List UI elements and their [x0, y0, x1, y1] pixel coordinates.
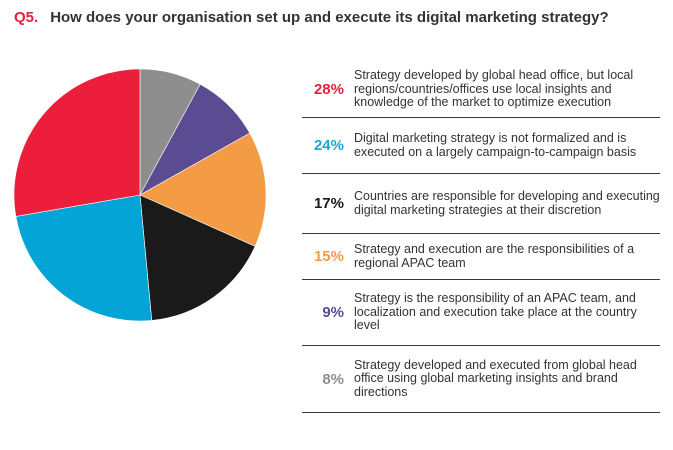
legend-percent: 17%: [313, 195, 344, 212]
legend-description: Strategy developed by global head office…: [354, 68, 634, 110]
legend-description: Strategy is the responsibility of an APA…: [354, 291, 637, 333]
legend-percent: 28%: [313, 81, 344, 98]
legend-row: 15% Strategy and execution are the respo…: [302, 234, 660, 280]
legend-row: 17% Countries are responsible for develo…: [302, 174, 660, 234]
legend-percent: 9%: [322, 304, 344, 321]
legend-description: Digital marketing strategy is not formal…: [354, 131, 637, 159]
legend-row: 8% Strategy developed and executed from …: [302, 346, 660, 413]
question-number: Q5.: [14, 9, 39, 26]
legend-percent: 15%: [313, 248, 344, 265]
pie-slice: [13, 68, 141, 217]
pie-chart: [13, 68, 267, 322]
pie-slice: [15, 194, 153, 322]
question-header: Q5. How does your organisation set up an…: [14, 9, 663, 26]
legend-description: Strategy developed and executed from glo…: [354, 357, 637, 399]
legend-description: Countries are responsible for developing…: [354, 189, 660, 217]
legend-description: Strategy and execution are the responsib…: [354, 242, 635, 270]
pie-slice: [139, 132, 267, 247]
question-title: How does your organisation set up and ex…: [50, 9, 609, 26]
pie-slice: [139, 194, 256, 321]
legend-row: 24% Digital marketing strategy is not fo…: [302, 118, 660, 174]
legend: 28% Strategy developed by global head of…: [302, 62, 660, 413]
legend-percent: 8%: [322, 370, 344, 388]
legend-row: 9% Strategy is the responsibility of an …: [302, 280, 660, 346]
legend-row: 28% Strategy developed by global head of…: [302, 62, 660, 118]
legend-percent: 24%: [313, 137, 344, 154]
